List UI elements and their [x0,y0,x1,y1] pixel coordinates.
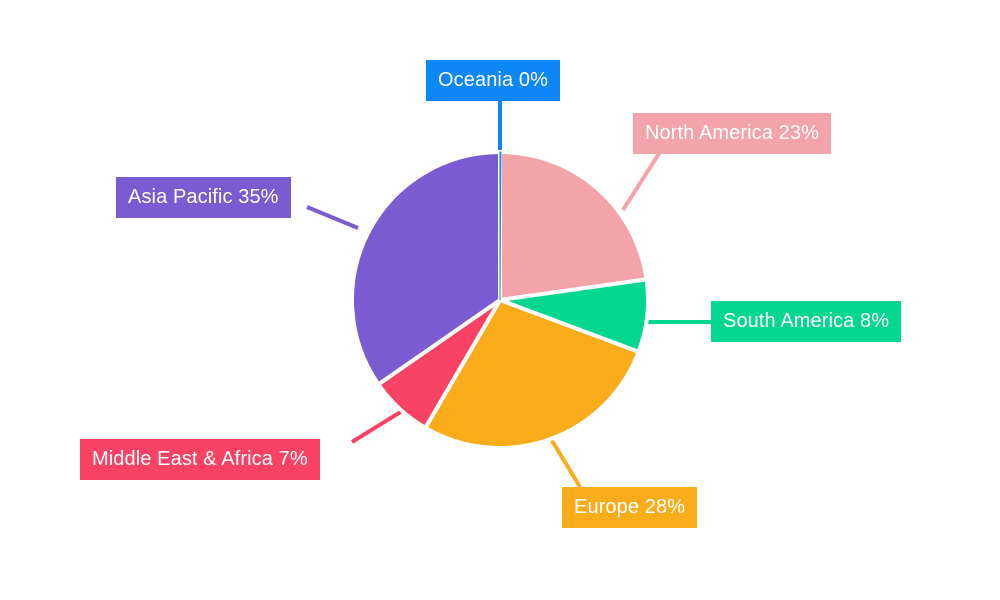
leader-line-north-america [621,150,662,212]
slice-label-asia-pacific[interactable]: Asia Pacific 35% [116,177,291,218]
leader-line-middle-east-africa [350,406,409,444]
slice-label-north-america[interactable]: North America 23% [633,113,831,154]
slice-label-oceania-text: Oceania 0% [438,69,548,91]
slice-label-asia-pacific-text: Asia Pacific 35% [128,186,279,208]
pie-wedges [350,149,650,450]
slice-label-europe[interactable]: Europe 28% [562,487,698,528]
slice-label-south-america-text: South America 8% [723,310,890,332]
slice-label-middle-east-africa[interactable]: Middle East & Africa 7% [80,439,320,480]
slice-label-europe-text: Europe 28% [574,496,686,518]
wedge-north-america[interactable] [498,149,649,303]
wedge-asia-pacific[interactable] [350,149,502,388]
slice-label-north-america-text: North America 23% [645,122,819,144]
callout-leader-lines [306,101,712,489]
slice-label-south-america[interactable]: South America 8% [711,301,902,342]
slice-label-oceania[interactable]: Oceania 0% [426,60,560,101]
slice-label-middle-east-africa-text: Middle East & Africa 7% [92,448,308,470]
leader-line-asia-pacific [306,205,359,230]
leader-line-europe [549,437,582,489]
wedge-oceania[interactable] [499,151,502,301]
